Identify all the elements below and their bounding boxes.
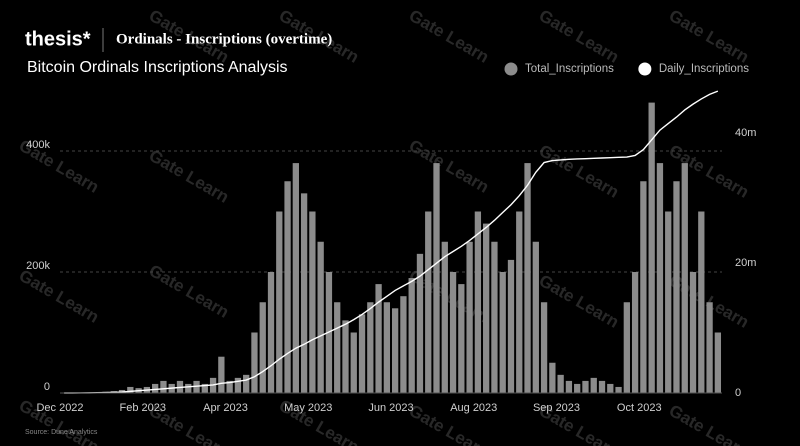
- brand: thesis*: [25, 28, 91, 50]
- bar: [698, 211, 705, 393]
- bar: [391, 308, 399, 393]
- bar: [350, 332, 357, 393]
- bar: [358, 314, 366, 393]
- bar: [499, 272, 506, 393]
- bar: [284, 181, 291, 393]
- legend-label: Daily_Inscriptions: [659, 63, 749, 75]
- bar: [416, 253, 424, 393]
- y-tick-label: 400k: [26, 139, 50, 151]
- header: Ordinals - Inscriptions (overtime): [116, 31, 332, 47]
- legend-swatch: [504, 62, 518, 76]
- bar: [251, 332, 258, 393]
- bar: [317, 241, 324, 393]
- bar: [383, 302, 391, 393]
- bar: [466, 241, 473, 393]
- x-tick-label: Apr 2023: [203, 402, 248, 414]
- bar: [540, 302, 548, 393]
- bar: [342, 320, 349, 393]
- bar: [714, 332, 722, 393]
- bar: [483, 223, 490, 393]
- bar: [433, 163, 440, 393]
- bar: [185, 383, 192, 393]
- bar: [309, 211, 316, 393]
- bar: [648, 102, 655, 393]
- bar: [681, 163, 688, 393]
- y2-tick-label: 20m: [735, 257, 756, 269]
- bar: [425, 211, 432, 393]
- legend-label: Total_Inscriptions: [525, 63, 614, 75]
- bar: [375, 284, 382, 393]
- bar: [441, 241, 448, 393]
- bar: [574, 383, 581, 393]
- bar: [259, 302, 266, 393]
- y2-tick-label: 40m: [735, 127, 756, 139]
- bar: [201, 383, 208, 393]
- bar: [656, 163, 664, 393]
- bar: [706, 302, 713, 393]
- chart-title: Bitcoin Ordinals Inscriptions Analysis: [27, 59, 288, 76]
- bar: [582, 380, 589, 393]
- bar: [276, 211, 283, 393]
- bar: [458, 284, 465, 393]
- x-tick-label: May 2023: [284, 402, 332, 414]
- bar: [640, 181, 647, 393]
- bar: [665, 211, 672, 393]
- bar: [292, 163, 299, 393]
- bar: [549, 362, 556, 393]
- bar: [565, 380, 573, 393]
- bar: [300, 193, 308, 393]
- bar: [152, 383, 159, 393]
- bar: [532, 241, 539, 393]
- bar: [267, 272, 275, 393]
- bar: [507, 259, 515, 393]
- bar: [400, 296, 407, 393]
- bar: [615, 386, 622, 393]
- bar: [218, 356, 225, 393]
- legend-swatch: [638, 62, 652, 76]
- bar: [160, 380, 167, 393]
- x-tick-label: Dec 2022: [36, 402, 83, 414]
- bar: [689, 272, 697, 393]
- y2-tick-label: 0: [735, 387, 741, 399]
- line: [64, 90, 719, 394]
- x-tick-label: Jun 2023: [368, 402, 413, 414]
- bar: [491, 241, 498, 393]
- bar: [193, 380, 200, 393]
- y-tick-label: 0: [44, 381, 50, 393]
- x-tick-label: Aug 2023: [450, 402, 497, 414]
- bar: [226, 380, 233, 393]
- bar: [449, 272, 457, 393]
- bar: [590, 377, 597, 393]
- bar: [367, 302, 374, 393]
- bar: [234, 377, 242, 393]
- x-tick-label: Sep 2023: [533, 402, 580, 414]
- x-tick-label: Oct 2023: [617, 402, 662, 414]
- bar: [623, 302, 630, 393]
- bar: [524, 163, 531, 393]
- y-tick-label: 200k: [26, 260, 50, 272]
- bar: [334, 302, 341, 393]
- bar: [474, 211, 482, 393]
- bar: [673, 181, 680, 393]
- bar: [408, 278, 415, 393]
- bar: [557, 374, 564, 393]
- bar: [631, 272, 639, 393]
- bar: [243, 374, 250, 393]
- bar: [127, 386, 134, 393]
- bar: [598, 380, 606, 393]
- bar: [516, 211, 523, 393]
- source: Source: Dune Analytics: [25, 429, 98, 436]
- bar: [607, 383, 614, 393]
- x-tick-label: Feb 2023: [120, 402, 166, 414]
